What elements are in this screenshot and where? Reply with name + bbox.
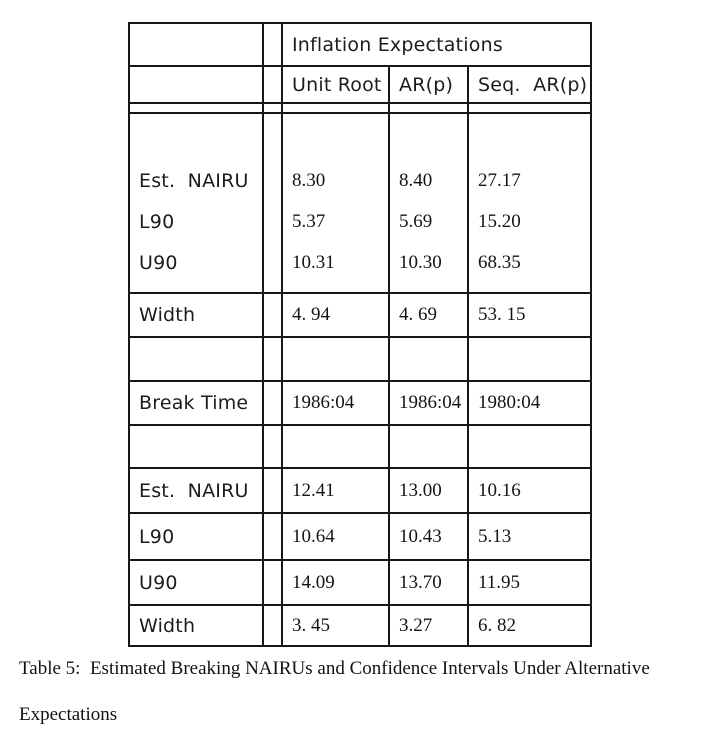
width-row-2: Width 3. 45 3.27 6. 82 bbox=[128, 604, 593, 647]
section1-block-row: Est. NAIRU L90 U90 8.30 5.37 10.31 8.40 … bbox=[128, 112, 593, 294]
cell-value: 13.70 bbox=[388, 559, 469, 606]
empty-cell bbox=[466, 102, 593, 114]
column-header-seq-arp: Seq. AR(p) bbox=[466, 65, 593, 104]
column-header-unit-root: Unit Root bbox=[281, 65, 390, 104]
cell-value: 13.00 bbox=[388, 467, 469, 514]
cell-value: 6. 82 bbox=[466, 604, 593, 647]
cell-value: 68.35 bbox=[478, 252, 521, 273]
spacer-cell bbox=[262, 102, 283, 114]
spacer-cell bbox=[262, 380, 283, 426]
section2-u90-row: U90 14.09 13.70 11.95 bbox=[128, 559, 593, 606]
section2-l90-row: L90 10.64 10.43 5.13 bbox=[128, 512, 593, 561]
cell-value: 53. 15 bbox=[466, 292, 593, 338]
column-header-arp: AR(p) bbox=[388, 65, 469, 104]
empty-cell bbox=[466, 336, 593, 382]
cell-value: 10.31 bbox=[292, 252, 335, 273]
empty-cell bbox=[388, 102, 469, 114]
empty-cell bbox=[281, 424, 390, 469]
cell-value: 15.20 bbox=[478, 211, 521, 232]
cell-value: 1986:04 bbox=[388, 380, 469, 426]
row-label: Est. NAIRU bbox=[128, 467, 264, 514]
spacer-cell bbox=[262, 65, 283, 104]
spacer-cell bbox=[262, 112, 283, 294]
empty-cell bbox=[466, 424, 593, 469]
cell-value: 10.43 bbox=[388, 512, 469, 561]
break-time-row: Break Time 1986:04 1986:04 1980:04 bbox=[128, 380, 593, 426]
empty-cell bbox=[128, 22, 264, 67]
empty-cell bbox=[281, 102, 390, 114]
cell-value: 4. 94 bbox=[281, 292, 390, 338]
spacer-cell bbox=[262, 336, 283, 382]
empty-row bbox=[128, 336, 593, 382]
row-label: Est. NAIRU bbox=[139, 170, 249, 192]
section1-unit-root-values: 8.30 5.37 10.31 bbox=[281, 112, 390, 294]
empty-cell bbox=[281, 336, 390, 382]
empty-cell bbox=[128, 65, 264, 104]
empty-cell bbox=[388, 424, 469, 469]
column-header-row: Unit Root AR(p) Seq. AR(p) bbox=[128, 65, 593, 104]
row-label: L90 bbox=[139, 211, 175, 233]
row-label: Width bbox=[128, 604, 264, 647]
row-label: L90 bbox=[128, 512, 264, 561]
spacer-cell bbox=[262, 424, 283, 469]
empty-cell bbox=[388, 336, 469, 382]
empty-cell bbox=[128, 336, 264, 382]
header-group-row: Inflation Expectations bbox=[128, 22, 593, 67]
cell-value: 10.16 bbox=[466, 467, 593, 514]
spacer-cell bbox=[262, 467, 283, 514]
row-label: U90 bbox=[139, 252, 178, 274]
cell-value: 8.40 bbox=[399, 170, 433, 191]
row-label: U90 bbox=[128, 559, 264, 606]
row-label: Break Time bbox=[128, 380, 264, 426]
spacer-cell bbox=[262, 604, 283, 647]
cell-value: 3. 45 bbox=[281, 604, 390, 647]
cell-value: 10.30 bbox=[399, 252, 442, 273]
nairu-results-table: Inflation Expectations Unit Root AR(p) S… bbox=[128, 22, 593, 647]
table-caption-line2: Expectations bbox=[19, 704, 118, 725]
cell-value: 8.30 bbox=[292, 170, 326, 191]
header-group-title: Inflation Expectations bbox=[280, 22, 593, 67]
cell-value: 10.64 bbox=[281, 512, 390, 561]
cell-value: 27.17 bbox=[478, 170, 521, 191]
spacer-cell bbox=[262, 292, 283, 338]
cell-value: 3.27 bbox=[388, 604, 469, 647]
spacer-cell bbox=[262, 512, 283, 561]
section1-arp-values: 8.40 5.69 10.30 bbox=[388, 112, 469, 294]
section2-est-nairu-row: Est. NAIRU 12.41 13.00 10.16 bbox=[128, 467, 593, 514]
section1-seq-arp-values: 27.17 15.20 68.35 bbox=[466, 112, 593, 294]
empty-row bbox=[128, 424, 593, 469]
spacer-cell bbox=[262, 22, 283, 67]
spacer-cell bbox=[262, 559, 283, 606]
section1-labels: Est. NAIRU L90 U90 bbox=[128, 112, 264, 294]
cell-value: 5.37 bbox=[292, 211, 326, 232]
cell-value: 5.13 bbox=[466, 512, 593, 561]
row-label: Width bbox=[128, 292, 264, 338]
cell-value: 1980:04 bbox=[466, 380, 593, 426]
cell-value: 12.41 bbox=[281, 467, 390, 514]
empty-cell bbox=[128, 102, 264, 114]
width-row-1: Width 4. 94 4. 69 53. 15 bbox=[128, 292, 593, 338]
cell-value: 4. 69 bbox=[388, 292, 469, 338]
cell-value: 5.69 bbox=[399, 211, 433, 232]
double-rule-gap-row bbox=[128, 102, 593, 114]
cell-value: 1986:04 bbox=[281, 380, 390, 426]
empty-cell bbox=[128, 424, 264, 469]
cell-value: 11.95 bbox=[466, 559, 593, 606]
cell-value: 14.09 bbox=[281, 559, 390, 606]
table-caption-line1: Table 5: Estimated Breaking NAIRUs and C… bbox=[19, 658, 650, 679]
